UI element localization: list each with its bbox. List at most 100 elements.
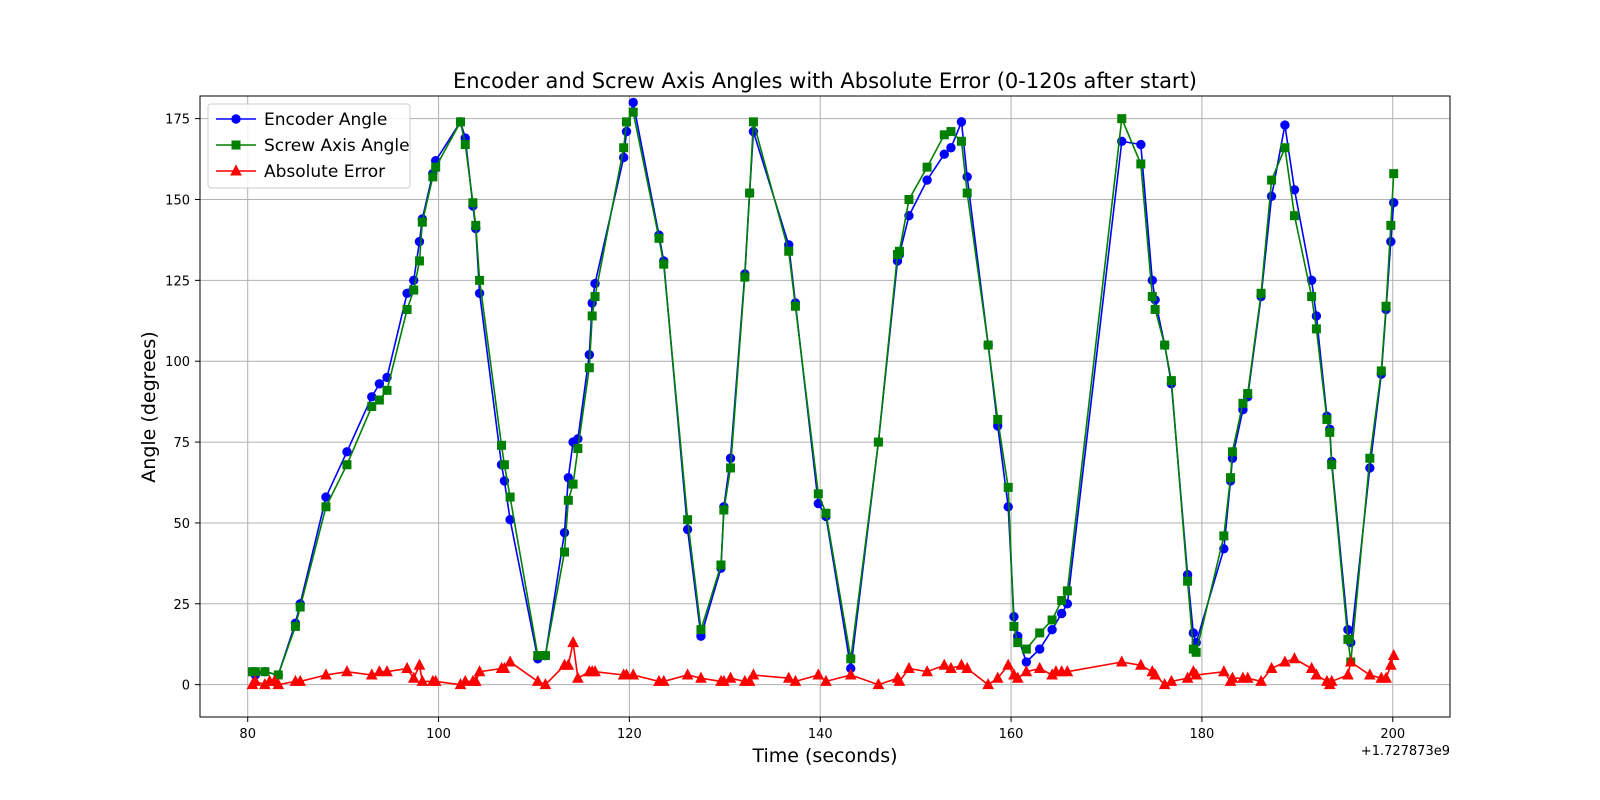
legend-label: Screw Axis Angle <box>264 136 410 156</box>
data-point-absolute-error <box>681 668 694 680</box>
data-point-absolute-error <box>1364 668 1376 680</box>
data-point-absolute-error <box>955 658 968 670</box>
x-tick-label: 80 <box>239 727 256 742</box>
data-point-screw-axis-angle <box>622 117 632 127</box>
data-point-absolute-error <box>1226 671 1239 683</box>
data-point-screw-axis-angle <box>455 117 465 127</box>
y-axis-title: Angle (degrees) <box>138 331 160 482</box>
data-point-absolute-error <box>812 668 825 680</box>
data-point-absolute-error <box>473 665 486 677</box>
data-point-screw-axis-angle <box>846 654 856 664</box>
legend-box <box>207 103 411 189</box>
data-point-screw-axis-angle <box>1035 628 1045 638</box>
data-point-screw-axis-angle <box>1219 531 1229 541</box>
data-point-screw-axis-angle <box>683 515 693 525</box>
data-point-screw-axis-angle <box>1226 473 1236 483</box>
x-tick-label: 180 <box>1189 727 1214 742</box>
data-point-absolute-error <box>407 671 420 683</box>
data-point-absolute-error <box>1011 671 1024 683</box>
data-point-screw-axis-angle <box>813 489 823 499</box>
data-point-absolute-error <box>1115 655 1128 667</box>
data-point-screw-axis-angle <box>745 188 755 198</box>
data-point-screw-axis-angle <box>573 444 583 454</box>
data-point-screw-axis-angle <box>873 437 883 447</box>
data-point-absolute-error <box>1305 661 1318 673</box>
data-point-screw-axis-angle <box>290 621 300 631</box>
data-point-screw-axis-angle <box>1062 586 1072 596</box>
x-tick-label: 120 <box>617 727 642 742</box>
y-tick-label: 100 <box>165 355 190 370</box>
data-point-absolute-error <box>413 658 426 670</box>
x-tick-label: 200 <box>1380 727 1405 742</box>
y-tick-label: 50 <box>173 517 190 532</box>
x-tick-label: 160 <box>999 727 1024 742</box>
data-point-absolute-error <box>1181 671 1194 683</box>
data-point-absolute-error <box>657 674 670 686</box>
data-point-screw-axis-angle <box>821 508 831 518</box>
legend-item-screw-axis-angle: Screw Axis Angle <box>216 136 410 156</box>
data-point-screw-axis-angle <box>1160 340 1170 350</box>
data-point-screw-axis-angle <box>1381 301 1391 311</box>
plot-frame <box>199 95 1451 718</box>
data-point-screw-axis-angle <box>533 651 543 661</box>
data-point-absolute-error <box>921 665 933 677</box>
data-point-absolute-error <box>844 668 857 680</box>
data-point-absolute-error <box>572 671 584 683</box>
x-axis-offset-label: +1.727873e9 <box>1361 744 1450 759</box>
plot-background <box>200 96 1450 717</box>
data-point-encoder-angle <box>1136 139 1146 150</box>
data-point-absolute-error <box>982 678 994 690</box>
data-point-screw-axis-angle <box>497 440 507 450</box>
data-point-screw-axis-angle <box>946 127 956 137</box>
data-point-screw-axis-angle <box>563 495 573 505</box>
data-point-absolute-error <box>1135 658 1147 670</box>
data-point-absolute-error <box>1310 668 1323 680</box>
data-point-encoder-angle <box>1389 198 1399 208</box>
data-point-screw-axis-angle <box>374 395 384 405</box>
data-point-screw-axis-angle <box>790 301 800 311</box>
data-point-screw-axis-angle <box>719 505 729 515</box>
data-point-screw-axis-angle <box>894 246 904 256</box>
data-point-absolute-error <box>1380 671 1392 683</box>
data-point-encoder-angle <box>414 236 425 247</box>
data-point-absolute-error <box>695 671 707 683</box>
data-point-absolute-error <box>341 665 353 677</box>
data-point-encoder-angle <box>922 175 932 185</box>
data-point-absolute-error <box>724 671 737 683</box>
data-point-absolute-error <box>1165 674 1178 686</box>
data-point-encoder-angle <box>1056 608 1067 619</box>
data-point-screw-axis-angle <box>1386 220 1396 230</box>
data-point-screw-axis-angle <box>295 602 305 612</box>
data-point-encoder-angle <box>1386 236 1396 247</box>
data-point-absolute-error <box>1002 658 1015 670</box>
data-point-screw-axis-angle <box>1280 143 1290 153</box>
data-point-absolute-error <box>743 674 756 686</box>
data-point-screw-axis-angle <box>342 460 352 470</box>
data-point-screw-axis-angle <box>1003 482 1013 492</box>
data-point-screw-axis-angle <box>409 285 419 295</box>
data-point-absolute-error <box>627 668 640 680</box>
data-point-screw-axis-angle <box>619 143 629 153</box>
data-point-absolute-error <box>459 674 472 686</box>
data-point-absolute-error <box>1149 668 1161 680</box>
data-point-screw-axis-angle <box>696 625 706 635</box>
data-point-absolute-error <box>1279 655 1291 667</box>
data-point-encoder-angle <box>1188 628 1199 638</box>
data-point-screw-axis-angle <box>1009 621 1019 631</box>
data-point-screw-axis-angle <box>584 363 594 373</box>
x-tick-label: 140 <box>808 727 833 742</box>
data-point-encoder-angle <box>1021 657 1032 667</box>
data-point-absolute-error <box>1385 658 1397 670</box>
data-point-encoder-angle <box>573 434 583 444</box>
data-point-screw-axis-angle <box>468 198 478 208</box>
data-point-screw-axis-angle <box>475 275 485 285</box>
data-point-screw-axis-angle <box>1389 169 1399 179</box>
data-point-absolute-error <box>1265 661 1278 673</box>
data-point-absolute-error <box>504 655 516 667</box>
data-point-absolute-error <box>539 678 552 690</box>
data-point-screw-axis-angle <box>1227 447 1237 457</box>
data-point-encoder-angle <box>956 117 967 127</box>
data-point-screw-axis-angle <box>1147 292 1157 302</box>
data-point-absolute-error <box>1218 665 1230 677</box>
